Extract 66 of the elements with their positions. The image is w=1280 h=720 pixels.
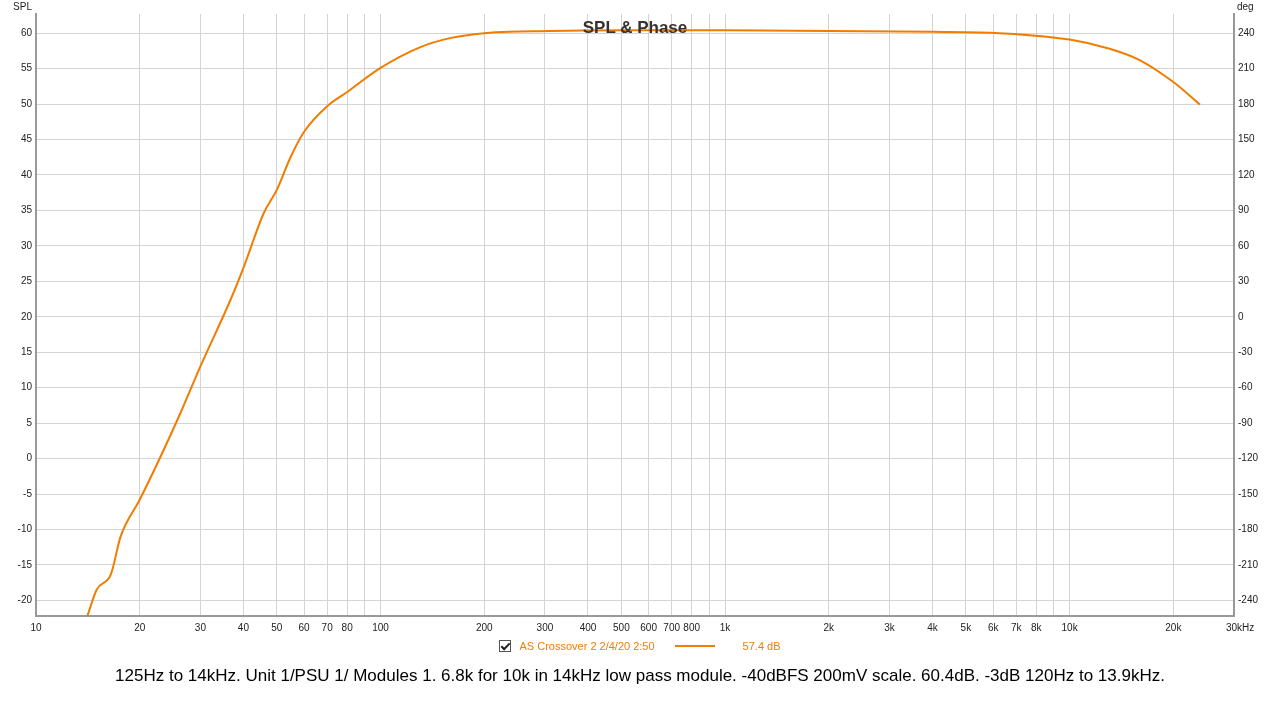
text: 125Hz to 14kHz. Unit 1/PSU 1/ Modules 1. 6.8k for 10k in 14kHz low pass module. -40dBFS 200mV scale. 60.4dB. -3dB 120Hz to 13.9kHz.: [114, 665, 1166, 687]
y2-tick-label: -60: [1238, 381, 1253, 393]
x-tick-label: 10k: [1061, 621, 1079, 633]
x-tick-label: 700: [663, 621, 681, 633]
y2-tick-label: 90: [1238, 204, 1250, 216]
y2-tick-label: 240: [1238, 26, 1256, 38]
x-tick-label: 500: [613, 621, 631, 633]
y2-tick-label: 30: [1238, 275, 1250, 287]
x-tick-label: 5k: [960, 621, 973, 633]
x-tick-label: 400: [579, 621, 597, 633]
y-tick-label: 10: [20, 381, 33, 393]
y-tick-label: 15: [20, 345, 33, 357]
x-tick-label: 60: [298, 621, 311, 633]
x-tick-label: 200: [475, 621, 494, 633]
y-tick-label: 5: [26, 416, 33, 428]
y2-tick-label: -180: [1238, 523, 1259, 535]
y2-tick-label: -30: [1238, 345, 1253, 357]
y2-tick-label: 0: [1238, 310, 1244, 322]
x-tick-label: 1k: [719, 621, 732, 633]
y-tick-label: 50: [20, 97, 33, 109]
y2-tick-label: -90: [1238, 416, 1253, 428]
x-tick-label: 100: [372, 621, 390, 633]
y2-tick-label: -120: [1238, 452, 1259, 464]
y2-tick-label: 120: [1238, 168, 1256, 180]
y-tick-label: -10: [17, 523, 33, 535]
y2-tick-label: 60: [1238, 239, 1250, 251]
y-tick-label: -20: [17, 594, 33, 606]
y-tick-label: 25: [20, 275, 33, 287]
x-tick-label: 6k: [987, 621, 1000, 633]
y2-tick-label: -210: [1238, 558, 1259, 570]
x-tick-label: 300: [536, 621, 554, 633]
y2-tick-label: 180: [1238, 97, 1256, 109]
x-tick-label: 8k: [1030, 621, 1043, 633]
x-tick-label: 20: [134, 621, 146, 633]
x-tick-label: 30: [194, 621, 207, 633]
y2-tick-label: 210: [1238, 62, 1256, 74]
x-tick-label: 30k: [1225, 621, 1244, 633]
x-axis-title: Hz: [1242, 621, 1255, 633]
y-tick-label: 45: [20, 133, 33, 145]
y-tick-label: 40: [20, 168, 33, 180]
y-tick-label: 20: [20, 310, 33, 322]
x-tick-label: 50: [271, 621, 283, 633]
x-tick-label: 20k: [1165, 621, 1183, 633]
y-axis-title: SPL: [13, 0, 33, 12]
y-tick-label: 55: [20, 62, 33, 74]
x-tick-label: 70: [321, 621, 334, 633]
y2-tick-label: -150: [1238, 487, 1259, 499]
x-tick-label: 7k: [1010, 621, 1023, 633]
x-tick-label: 800: [683, 621, 701, 633]
text: 57.4 dB: [742, 640, 781, 652]
text: AS Crossover 2 2/4/20 2:50: [519, 640, 655, 652]
y2-axis-title: deg: [1237, 0, 1254, 12]
x-tick-label: 3k: [884, 621, 896, 633]
y-tick-label: 30: [20, 239, 33, 251]
y-tick-label: 0: [26, 452, 33, 464]
y-tick-label: 60: [20, 26, 33, 38]
y2-tick-label: 150: [1238, 133, 1256, 145]
y-tick-label: -15: [17, 558, 33, 570]
x-tick-label: 2k: [823, 621, 836, 633]
x-tick-label: 80: [341, 621, 354, 633]
y-tick-label: 35: [20, 204, 33, 216]
y-tick-label: -5: [23, 487, 33, 499]
x-tick-label: 600: [640, 621, 658, 633]
y2-tick-label: -240: [1238, 594, 1259, 606]
x-tick-label: 4k: [927, 621, 939, 633]
x-tick-label: 40: [237, 621, 250, 633]
